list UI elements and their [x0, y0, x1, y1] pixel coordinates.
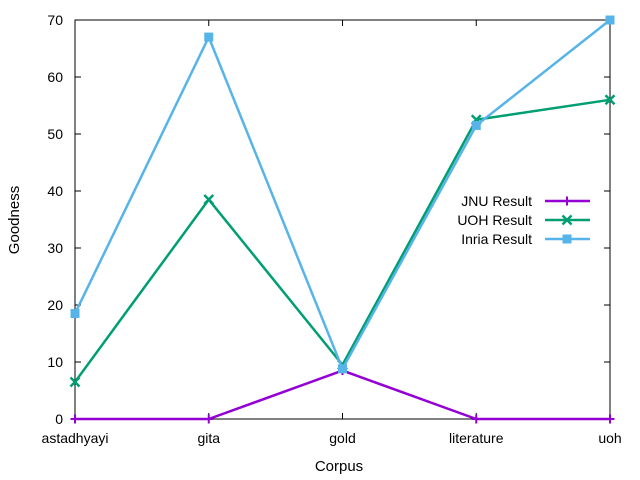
data-point [338, 364, 347, 374]
data-point [604, 94, 616, 106]
axis-ticks: 0 10 20 30 40 50 60 70 astadhyayi gita gold literat… [42, 12, 622, 446]
data-point [70, 414, 80, 424]
y-tick-label: 30 [47, 240, 63, 256]
legend-label: Inria Result [461, 231, 532, 247]
data-point [70, 309, 80, 319]
data-point [605, 414, 615, 424]
data-point [204, 414, 214, 424]
legend-label: UOH Result [457, 212, 532, 228]
legend-entry: UOH Result [457, 212, 590, 228]
legend-marker [562, 196, 572, 206]
x-tick-label: uoh [598, 430, 621, 446]
data-point [471, 120, 481, 130]
x-tick-label: literature [449, 430, 504, 446]
series-layer [69, 15, 616, 424]
data-point [471, 414, 481, 424]
y-tick-label: 60 [47, 69, 63, 85]
legend-label: JNU Result [461, 193, 532, 209]
y-axis-label: Goodness [6, 186, 23, 254]
data-point [204, 32, 214, 42]
data-point [69, 376, 81, 388]
legend-marker [561, 214, 573, 226]
plot-frame [74, 19, 611, 420]
series-line [75, 369, 610, 421]
series-uoh-result [69, 94, 616, 388]
x-tick-label: gold [329, 430, 355, 446]
legend-marker [562, 234, 572, 244]
y-tick-label: 0 [55, 411, 63, 427]
legend-entry: JNU Result [461, 193, 590, 209]
data-point [203, 194, 215, 205]
x-axis-label: Corpus [315, 458, 363, 475]
data-point [605, 15, 615, 25]
y-tick-label: 70 [47, 12, 63, 28]
y-tick-label: 10 [47, 354, 63, 370]
legend: JNU Result UOH Result Inria Result [457, 193, 590, 247]
legend-entry: Inria Result [461, 231, 590, 247]
y-tick-label: 20 [47, 297, 63, 313]
x-tick-label: gita [197, 430, 220, 446]
y-tick-label: 50 [47, 126, 63, 142]
x-tick-label: astadhyayi [42, 430, 109, 446]
series-inria-result [70, 15, 615, 374]
y-tick-label: 40 [47, 183, 63, 199]
